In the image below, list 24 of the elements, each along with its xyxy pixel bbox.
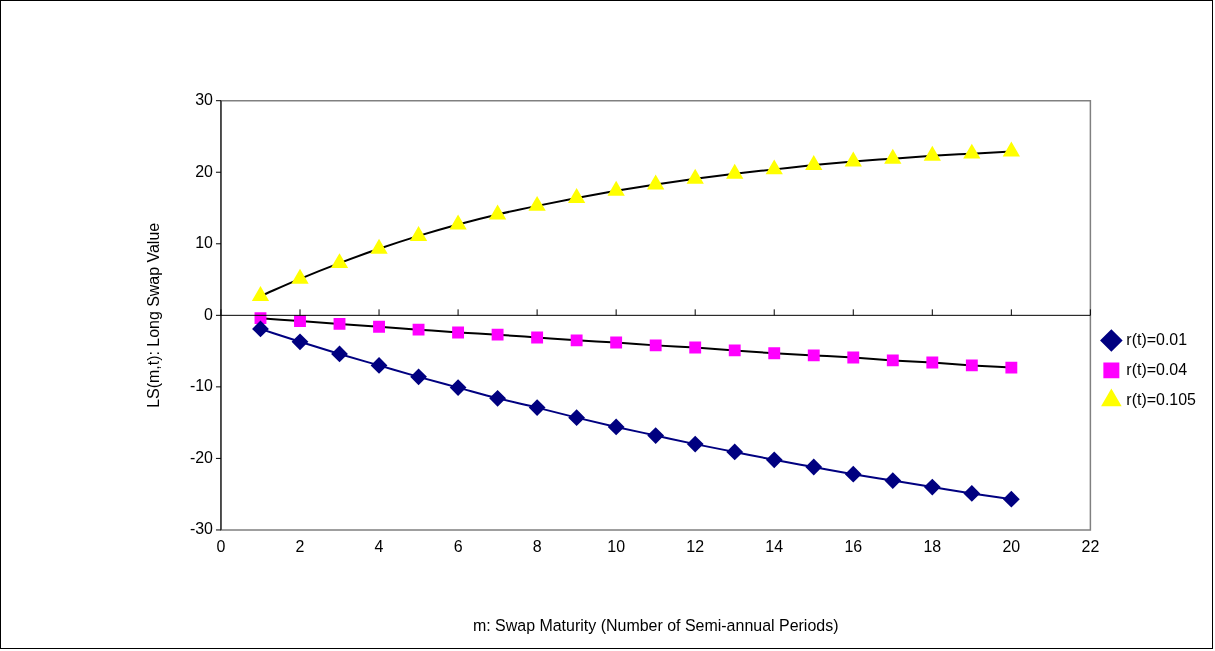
legend-label: r(t)=0.01 [1126,330,1188,348]
y-tick-label: 10 [195,234,214,252]
x-tick-label: 14 [765,537,784,555]
x-tick-label: 6 [453,537,463,555]
x-tick-label: 2 [295,537,305,555]
x-tick-label: 20 [1002,537,1021,555]
x-tick-label: 12 [686,537,705,555]
x-tick-label: 0 [216,537,226,555]
x-tick-label: 16 [844,537,863,555]
x-tick-label: 22 [1081,537,1100,555]
y-tick-label: -20 [189,448,214,466]
y-tick-label: 30 [195,91,214,109]
x-tick-label: 10 [607,537,626,555]
x-tick-label: 8 [532,537,542,555]
y-tick-label: -10 [189,377,214,395]
y-axis-title: LS(m,t): Long Swap Value [144,222,162,408]
y-tick-label: 0 [204,305,214,323]
y-tick-label: -30 [189,520,214,538]
legend-label: r(t)=0.105 [1126,390,1197,408]
y-tick-label: 20 [195,162,214,180]
x-tick-label: 18 [923,537,942,555]
legend-label: r(t)=0.04 [1126,360,1188,378]
x-tick-label: 4 [374,537,384,555]
x-axis-title: m: Swap Maturity (Number of Semi-annual Periods) [472,616,839,634]
